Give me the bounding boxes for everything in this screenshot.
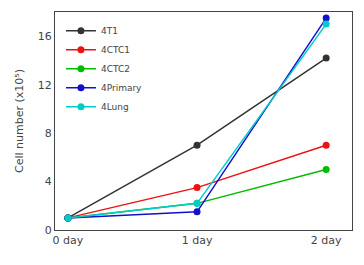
svg-text:0: 0 xyxy=(45,224,52,237)
svg-text:4: 4 xyxy=(45,175,52,188)
svg-text:4Lung: 4Lung xyxy=(101,102,129,112)
svg-text:Cell number (x10⁵): Cell number (x10⁵) xyxy=(13,69,26,173)
svg-text:4Primary: 4Primary xyxy=(101,83,142,93)
svg-text:1 day: 1 day xyxy=(182,234,213,247)
svg-text:12: 12 xyxy=(38,79,52,92)
svg-text:16: 16 xyxy=(38,30,52,43)
svg-text:2 day: 2 day xyxy=(311,234,342,247)
svg-text:8: 8 xyxy=(45,127,52,140)
svg-text:0 day: 0 day xyxy=(53,234,84,247)
svg-text:4T1: 4T1 xyxy=(101,26,118,36)
svg-text:4CTC1: 4CTC1 xyxy=(101,45,130,55)
svg-text:4CTC2: 4CTC2 xyxy=(101,64,130,74)
